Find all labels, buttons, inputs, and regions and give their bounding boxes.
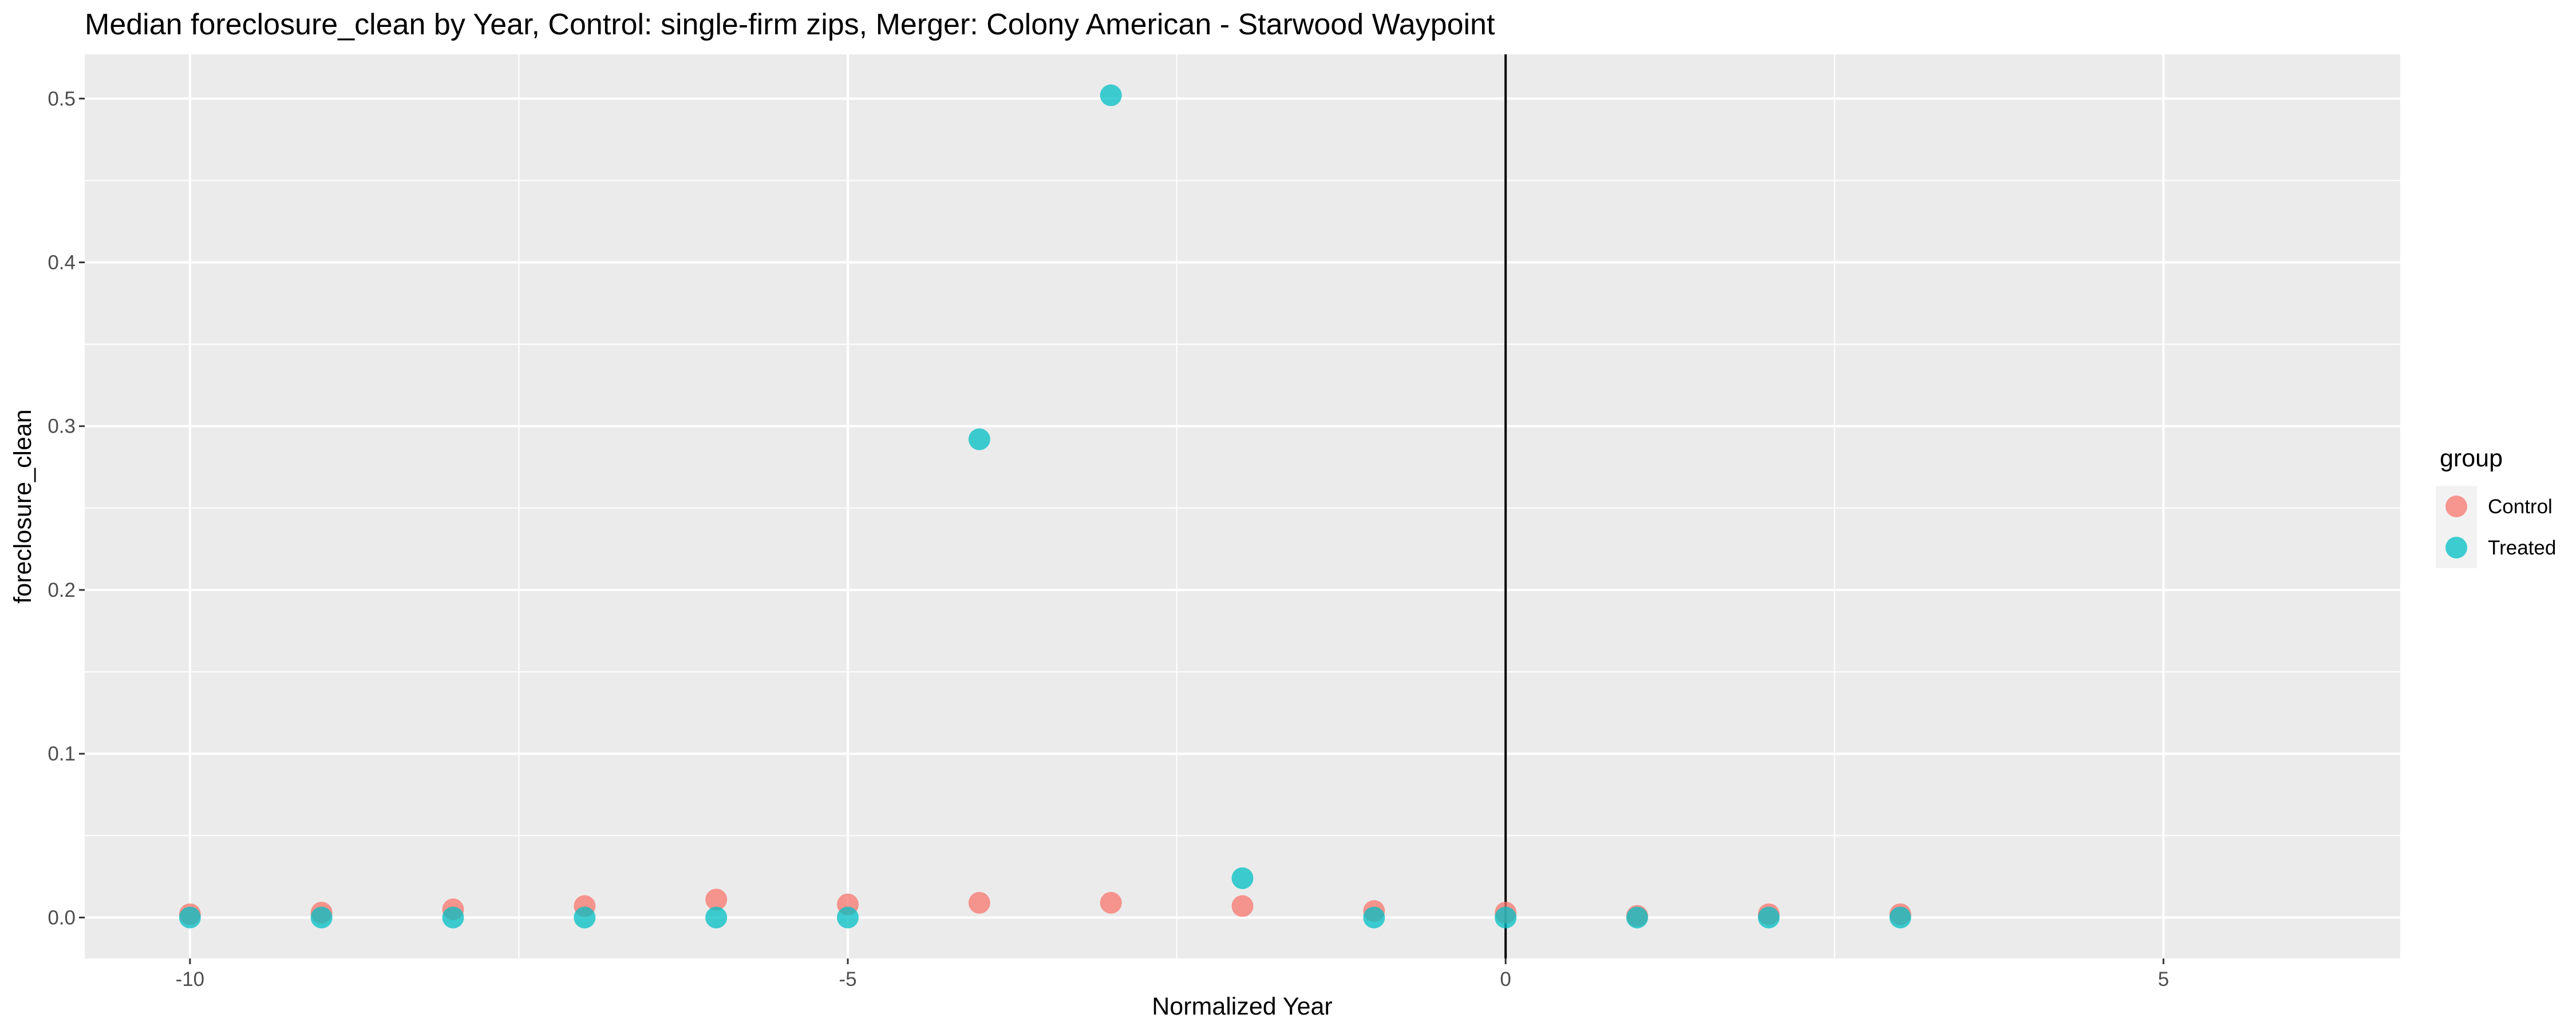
point-treated xyxy=(1626,906,1648,929)
legend-label-control: Control xyxy=(2488,496,2553,518)
legend-key-treated xyxy=(2445,537,2467,558)
y-tick-label: 0.4 xyxy=(48,252,76,274)
y-tick-label: 0.1 xyxy=(48,743,76,765)
x-tick-label: 0 xyxy=(1500,968,1511,991)
y-tick-label: 0.2 xyxy=(48,579,76,601)
x-tick-label: -5 xyxy=(839,968,856,991)
point-treated xyxy=(1889,906,1911,929)
point-treated xyxy=(1757,906,1780,929)
y-axis-ticks: 0.0 0.1 0.2 0.3 0.4 0.5 xyxy=(48,88,85,929)
point-treated xyxy=(574,906,596,929)
legend-items: Control Treated xyxy=(2436,486,2556,568)
point-treated xyxy=(1231,867,1254,889)
point-control xyxy=(1100,892,1122,914)
point-treated xyxy=(837,906,859,929)
data-points xyxy=(179,84,1911,929)
y-tick-label: 0.5 xyxy=(48,88,76,110)
point-control xyxy=(705,888,728,910)
x-axis-title: Normalized Year xyxy=(1152,993,1333,1020)
point-control xyxy=(1231,895,1254,917)
y-axis-title: foreclosure_clean xyxy=(9,409,37,603)
legend: group Control Treated xyxy=(2436,445,2556,568)
y-tick-label: 0.3 xyxy=(48,415,76,438)
x-tick-label: -10 xyxy=(176,968,205,991)
point-treated xyxy=(179,906,201,929)
point-treated xyxy=(442,906,464,929)
point-treated xyxy=(310,906,333,929)
point-treated xyxy=(1363,906,1385,929)
minor-gridlines xyxy=(85,54,2400,958)
point-control xyxy=(968,892,990,914)
x-axis-ticks: -10 -5 0 5 xyxy=(176,958,2169,991)
plot-panel xyxy=(85,54,2400,958)
x-tick-label: 5 xyxy=(2158,968,2169,991)
legend-key-control xyxy=(2445,496,2467,517)
legend-title: group xyxy=(2440,445,2503,472)
y-tick-label: 0.0 xyxy=(48,906,76,929)
chart-title: Median foreclosure_clean by Year, Contro… xyxy=(85,8,1495,41)
point-treated xyxy=(1100,84,1122,106)
point-treated xyxy=(1495,906,1517,929)
legend-label-treated: Treated xyxy=(2488,537,2556,559)
point-treated xyxy=(705,906,728,929)
point-treated xyxy=(968,428,990,450)
